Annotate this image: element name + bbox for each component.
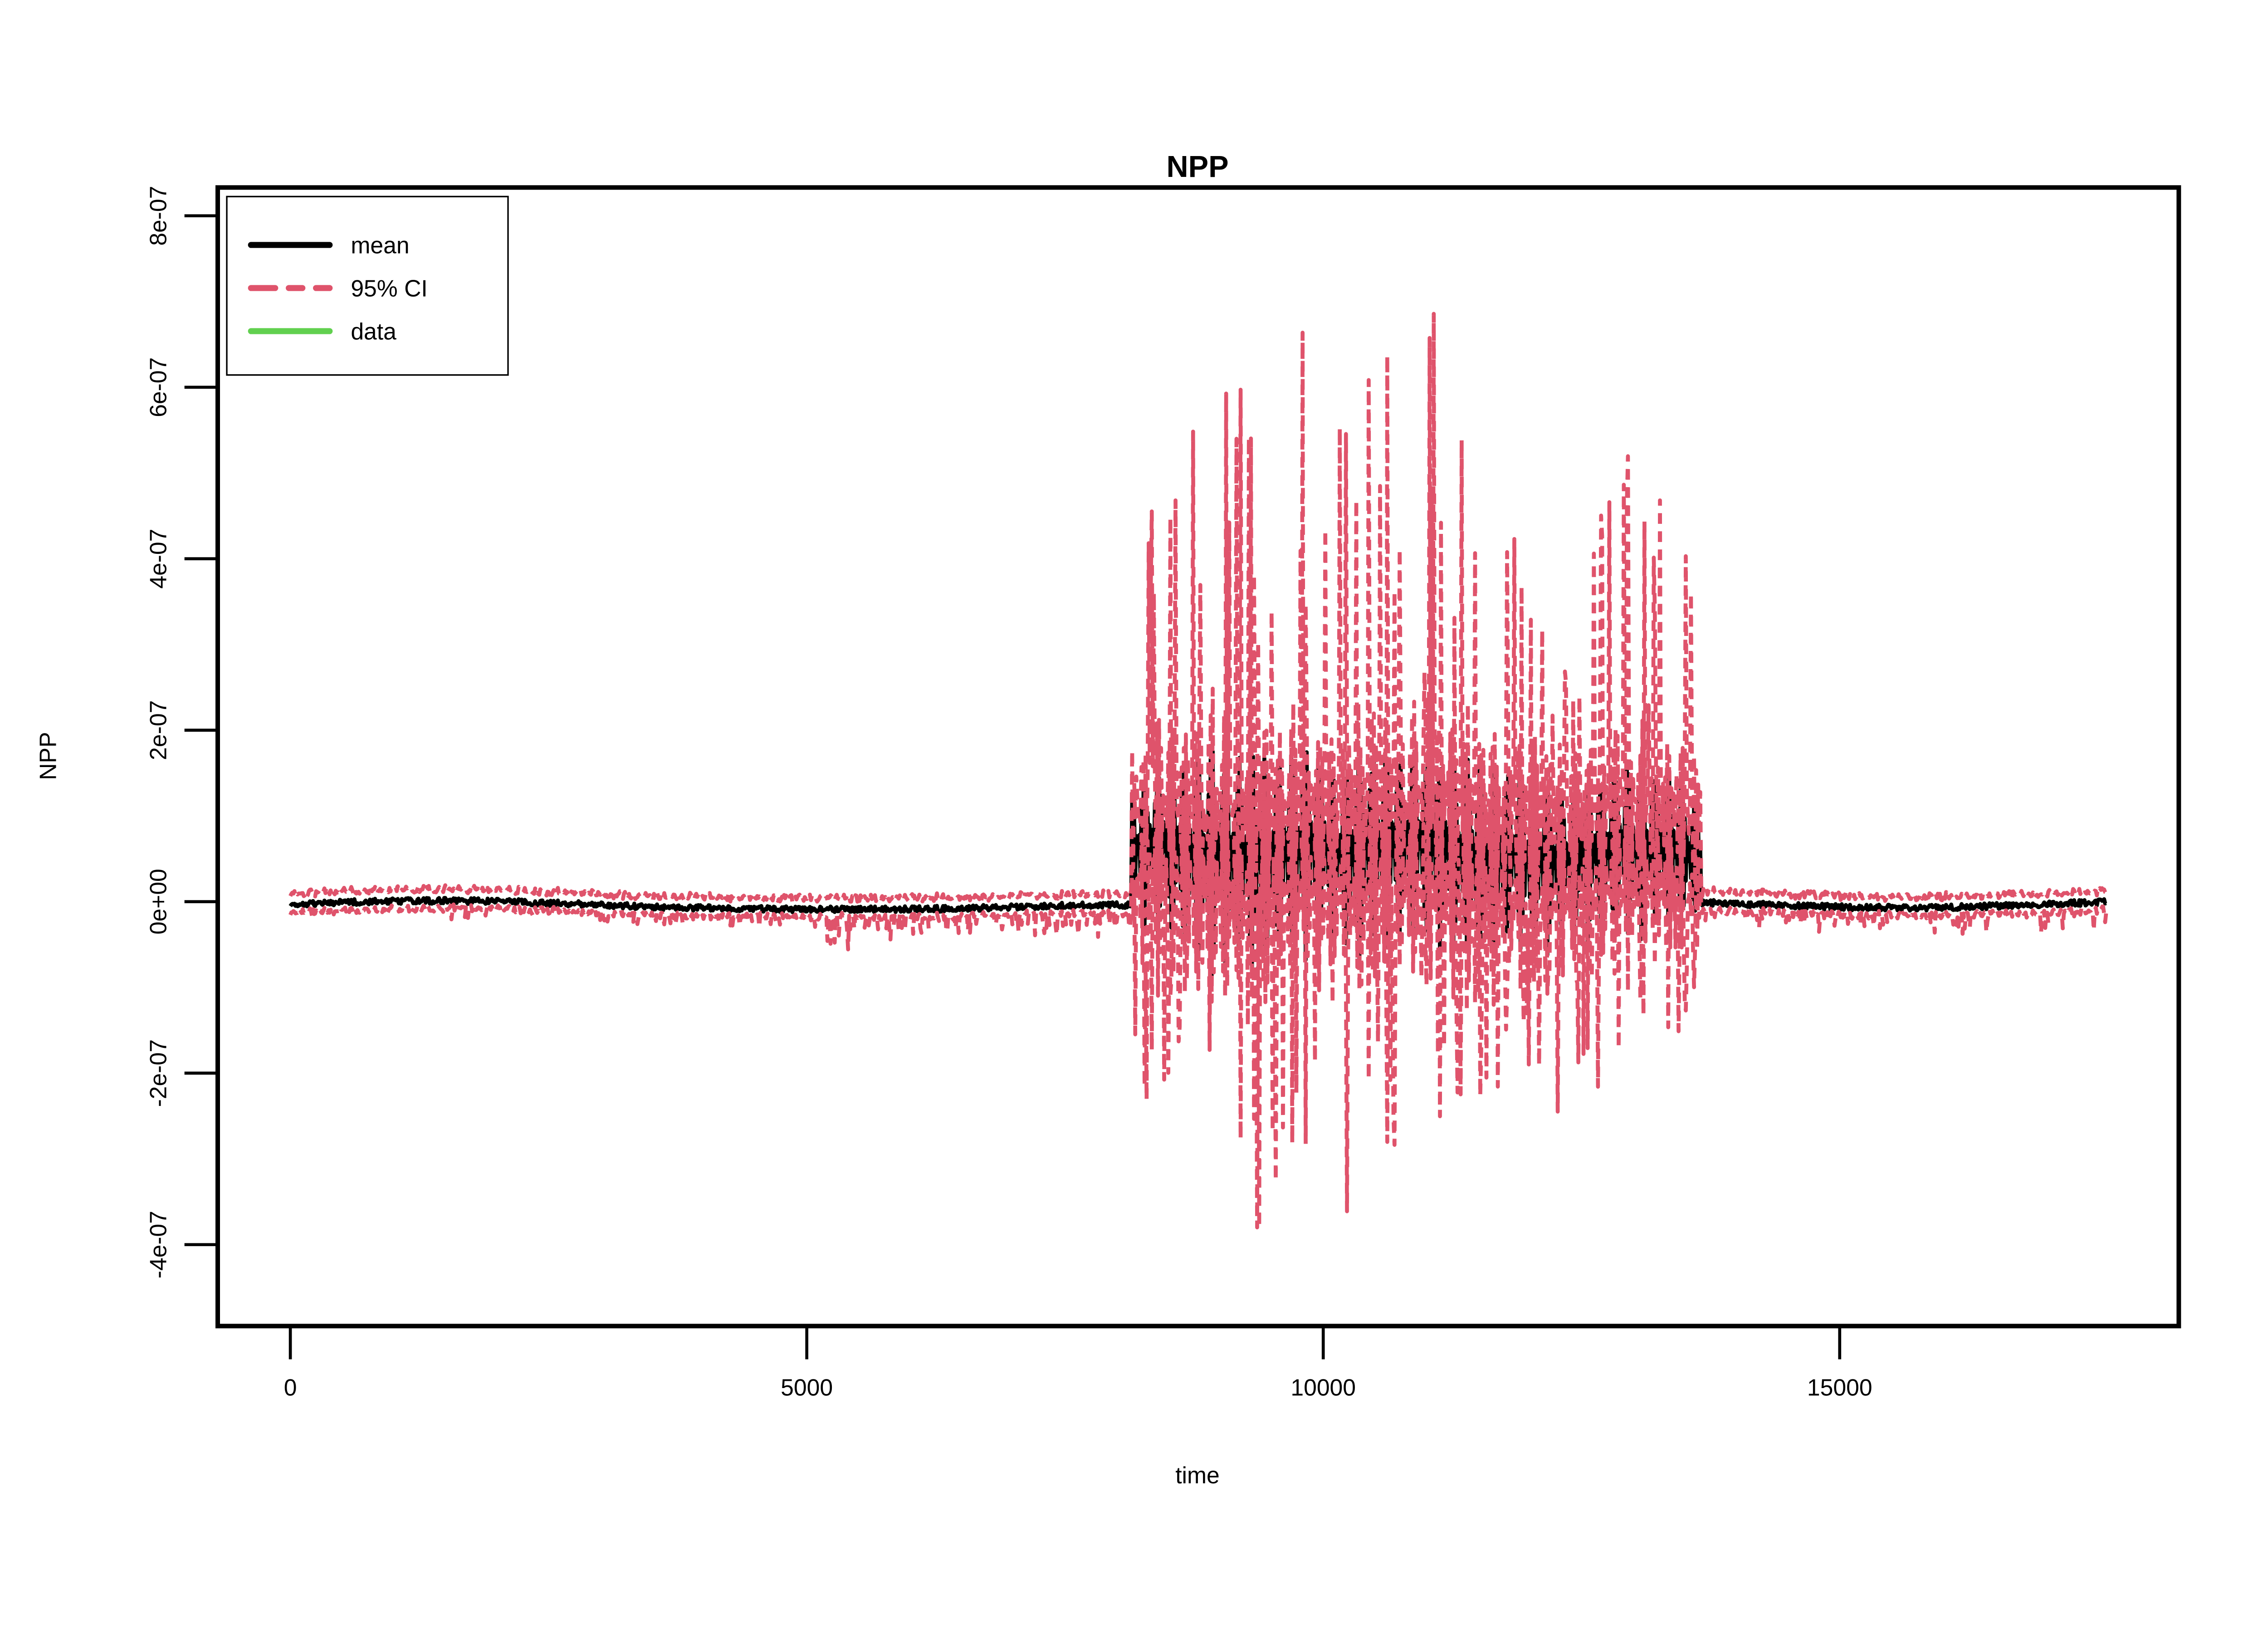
y-tick-label: 0e+00: [145, 869, 171, 934]
x-tick-label: 15000: [1807, 1374, 1872, 1401]
x-tick-label: 10000: [1290, 1374, 1356, 1401]
y-axis-label: NPP: [34, 732, 61, 780]
y-tick-label: 2e-07: [145, 700, 171, 760]
series-ci-lower-line: [288, 779, 2108, 1230]
y-tick-label: -2e-07: [145, 1039, 171, 1107]
x-tick-label: 5000: [781, 1374, 833, 1401]
legend: mean 95% CI data: [226, 196, 509, 376]
y-tick-label: 4e-07: [145, 529, 171, 589]
plot-series-layer: [288, 312, 2108, 1230]
y-tick-label: 8e-07: [145, 186, 171, 246]
y-tick-label: 6e-07: [145, 357, 171, 417]
axis-layer: 0 5000 10000 15000 8e-07 6e-07 4e-07 2e-07 0e+00…: [145, 186, 1872, 1401]
chart-title: NPP: [1166, 150, 1228, 184]
x-axis-label: time: [1175, 1462, 1220, 1488]
y-tick-label: -4e-07: [145, 1211, 171, 1278]
legend-label: 95% CI: [351, 275, 427, 301]
legend-label: data: [351, 318, 396, 344]
legend-label: mean: [351, 232, 409, 258]
x-tick-label: 0: [284, 1374, 297, 1401]
plot-frame: [215, 185, 2181, 1329]
